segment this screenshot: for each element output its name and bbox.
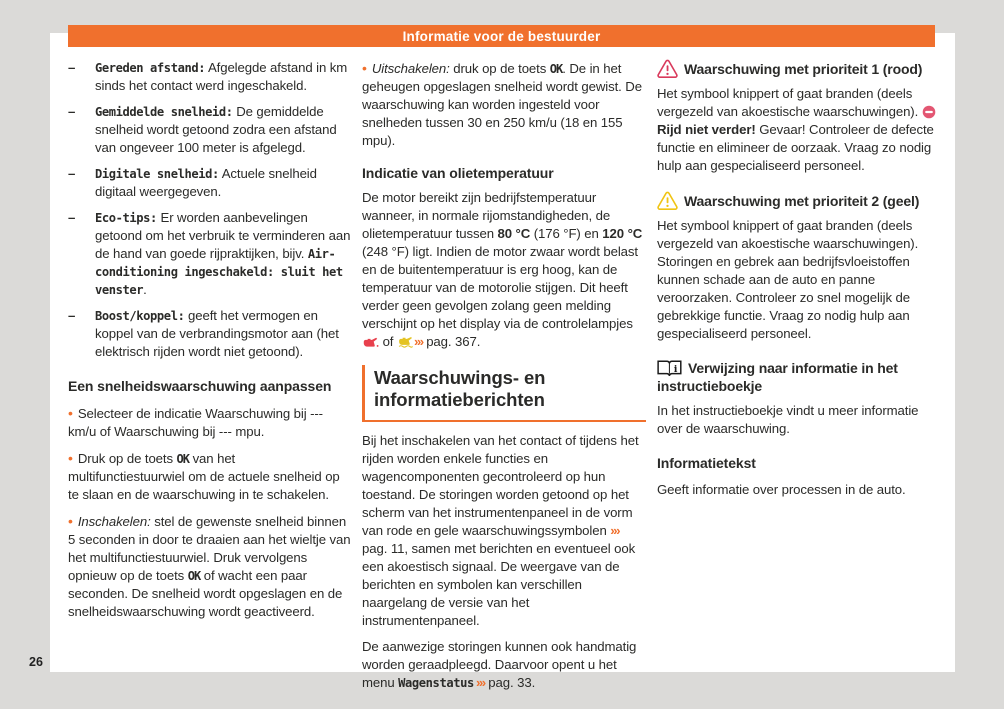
info-text-heading: Informatietekst — [657, 455, 756, 471]
feature-list-item: – Digitale snelheid: Actuele snelheid di… — [68, 165, 352, 201]
menu-label: Gemiddelde snelheid: — [95, 105, 233, 119]
menu-label: Air-conditioning ingeschakeld: sluit het… — [95, 247, 343, 297]
temperature-value: 80 °C — [497, 226, 531, 241]
feature-list-item: – Gemiddelde snelheid: De gemiddelde sne… — [68, 103, 352, 157]
feature-list-item: – Gereden afstand: Afgelegde afstand in … — [68, 59, 352, 95]
priority1-heading: Waarschuwing met prioriteit 1 (rood) — [657, 59, 941, 78]
bullet-marker: • — [68, 405, 73, 421]
page-number: 26 — [29, 655, 43, 669]
temperature-value: 120 °C — [602, 226, 643, 241]
priority2-body: Het symbool knippert of gaat branden (de… — [657, 218, 919, 341]
subheading-speed-warning: Een snelheidswaarschuwing aanpassen — [68, 378, 332, 394]
bullet-marker: • — [68, 513, 73, 529]
menu-label: Eco-tips: — [95, 211, 157, 225]
dash-marker: – — [68, 308, 76, 323]
warning-triangle-yellow-icon — [657, 191, 678, 210]
ok-key-icon: OK — [187, 569, 201, 583]
feature-list-item: – Boost/koppel: geeft het vermogen en ko… — [68, 307, 352, 361]
feature-text: Eco-tips: Er worden aanbevelingen getoon… — [95, 210, 351, 297]
ok-key-icon: OK — [549, 62, 563, 76]
info-text-body: Geeft informatie over processen in de au… — [657, 482, 906, 497]
page-reference-arrows: ››› — [610, 523, 620, 538]
priority2-heading: Waarschuwing met prioriteit 2 (geel) — [657, 191, 941, 210]
section-title-warnings: Waarschuwings- en informatiebe­richten — [362, 365, 646, 422]
feature-text: Boost/koppel: geeft het vermogen en kopp… — [95, 308, 339, 359]
subheading-oil-temperature: Indicatie van olietemperatuur — [362, 165, 554, 181]
feature-text: Gemiddelde snelheid: De gemiddelde snelh… — [95, 104, 337, 155]
page-reference: pag. 11, samen met berichten en eventuee… — [362, 541, 636, 628]
manual-page — [50, 33, 955, 672]
booklet-reference-body: In het instructieboekje vindt u meer inf… — [657, 403, 919, 436]
column-left: – Gereden afstand: Afgelegde afstand in … — [68, 59, 352, 629]
feature-text: Digitale snelheid: Actuele snelheid digi… — [95, 166, 317, 199]
page-reference-arrows: ››› — [473, 675, 486, 690]
page-reference-arrows: ››› — [413, 334, 424, 349]
emphasized-term: Inschakelen: — [77, 514, 151, 529]
bullet-item: • Uitschakelen: druk op de toets OK. De i… — [362, 60, 642, 148]
page-reference: pag. 367. — [422, 334, 481, 349]
oil-temperature-paragraph: De motor bereikt zijn bedrijfstemperatuu… — [362, 190, 643, 349]
warning-messages-paragraph: Bij het inschakelen van het contact of t… — [362, 433, 639, 628]
svg-text:i: i — [674, 364, 678, 375]
bullet-item: • Selecteer de indicatie Waarschuwing bij… — [68, 405, 323, 439]
priority1-body: Het symbool knippert of gaat branden (de… — [657, 86, 936, 173]
do-not-drive-icon — [922, 105, 936, 118]
bullet-marker: • — [68, 450, 73, 466]
bullet-item: • Inschakelen: stel de gewenste snelheid … — [68, 513, 351, 619]
page-header-title: Informatie voor de bestuurder — [402, 28, 601, 44]
feature-text: Gereden afstand: Afgelegde afstand in km… — [95, 60, 348, 93]
vehicle-status-paragraph: De aanwezige storingen kunnen ook handma… — [362, 639, 637, 690]
page-reference: pag. 33. — [484, 675, 536, 690]
dash-marker: – — [68, 210, 76, 225]
do-not-drive-label: Rijd niet verder! — [657, 122, 756, 137]
dash-marker: – — [68, 166, 76, 181]
page-header-bar: Informatie voor de bestuurder — [68, 25, 935, 47]
menu-label: Digitale snelheid: — [95, 167, 219, 181]
open-book-info-icon: i — [657, 360, 682, 376]
ok-key-icon: OK — [176, 452, 190, 466]
booklet-reference-heading: i Verwijzing naar informatie in het instr… — [657, 360, 898, 394]
menu-label: Wagenstatus — [398, 676, 474, 690]
oil-level-warning-icon — [398, 337, 413, 348]
oil-pressure-warning-icon — [363, 337, 379, 347]
warning-triangle-red-icon — [657, 59, 678, 78]
dash-marker: – — [68, 60, 76, 75]
dash-marker: – — [68, 104, 76, 119]
feature-list-item: – Eco-tips: Er worden aanbevelingen geto… — [68, 209, 352, 299]
column-right: Waarschuwing met prioriteit 1 (rood) Het… — [657, 59, 941, 507]
bullet-marker: • — [362, 60, 367, 76]
column-middle: • Uitschakelen: druk op de toets OK. De i… — [362, 59, 646, 700]
emphasized-term: Uitschakelen: — [371, 61, 450, 76]
menu-label: Gereden afstand: — [95, 61, 206, 75]
menu-label: Boost/koppel: — [95, 309, 185, 323]
bullet-item: • Druk op de toets OK van het multifuncti… — [68, 450, 340, 502]
